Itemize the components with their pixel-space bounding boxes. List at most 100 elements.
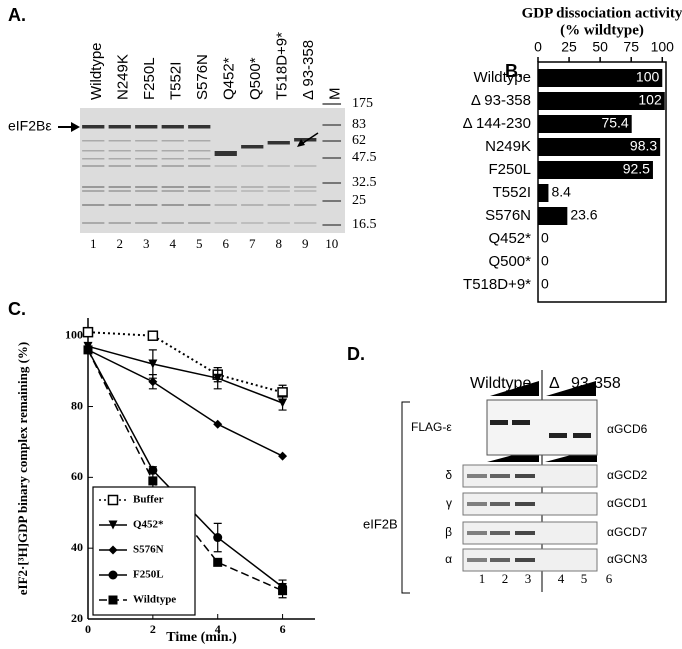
lane-number: 3 bbox=[143, 236, 150, 251]
band bbox=[294, 165, 317, 167]
band bbox=[267, 186, 290, 188]
band bbox=[161, 204, 184, 206]
band bbox=[214, 190, 237, 192]
legend-label: S576N bbox=[133, 544, 164, 556]
y-tick-label: 80 bbox=[71, 398, 83, 412]
marker-size: 25 bbox=[352, 193, 366, 208]
arrow-head bbox=[297, 139, 305, 147]
x-tick-label: 2 bbox=[150, 622, 156, 636]
lane-label: Δ 93-358 bbox=[300, 40, 317, 100]
lane-label: Wildtype bbox=[88, 42, 105, 100]
band bbox=[161, 186, 184, 188]
legend-label: Q452* bbox=[133, 519, 164, 531]
band bbox=[82, 140, 105, 142]
marker bbox=[108, 520, 118, 530]
subunit-label: β bbox=[445, 525, 452, 539]
band bbox=[322, 157, 342, 159]
bar bbox=[538, 138, 661, 156]
band bbox=[490, 502, 510, 506]
group-label: Wildtype bbox=[470, 375, 531, 392]
lane-number: 6 bbox=[606, 571, 613, 586]
lane-label: Q500* bbox=[247, 57, 264, 100]
x-tick-label: 0 bbox=[85, 622, 91, 636]
value-label: 100 bbox=[636, 69, 660, 85]
band bbox=[322, 224, 342, 226]
band bbox=[515, 502, 535, 506]
band bbox=[214, 151, 237, 156]
band bbox=[82, 222, 105, 224]
chart-subtitle: (% wildtype) bbox=[560, 22, 644, 38]
bar bbox=[538, 207, 568, 225]
marker bbox=[213, 419, 223, 429]
antibody-label: αGCD1 bbox=[607, 496, 648, 510]
subunit-label: δ bbox=[445, 468, 452, 482]
band bbox=[214, 165, 237, 167]
marker bbox=[83, 345, 93, 355]
panel-label: C. bbox=[8, 299, 26, 319]
panel-label: B. bbox=[505, 61, 523, 81]
y-tick-label: 40 bbox=[71, 540, 83, 554]
bar bbox=[538, 92, 665, 110]
band bbox=[108, 140, 131, 142]
band bbox=[108, 222, 131, 224]
band bbox=[515, 558, 535, 562]
category-label: S576N bbox=[485, 207, 531, 224]
lane-number: 4 bbox=[558, 571, 565, 586]
marker-size: 175 bbox=[352, 96, 373, 111]
band bbox=[549, 433, 567, 438]
category-label: T518D+9* bbox=[463, 276, 531, 293]
marker bbox=[108, 570, 118, 580]
band bbox=[161, 150, 184, 152]
band bbox=[108, 158, 131, 160]
band bbox=[108, 186, 131, 188]
marker-size: 83 bbox=[352, 117, 366, 132]
category-label: T552I bbox=[493, 184, 531, 201]
legend-label: Wildtype bbox=[133, 594, 176, 606]
bar bbox=[538, 161, 653, 179]
value-label: 0 bbox=[541, 253, 549, 269]
band bbox=[241, 204, 264, 206]
category-label: Q500* bbox=[488, 253, 531, 270]
band-label: eIF2Bε bbox=[8, 118, 52, 134]
lane-number: 5 bbox=[196, 236, 203, 251]
complex-label: eIF2B bbox=[363, 516, 398, 531]
x-tick-label: 25 bbox=[561, 39, 577, 55]
lane-number: 6 bbox=[223, 236, 230, 251]
bar bbox=[538, 115, 632, 133]
series-line bbox=[87, 331, 283, 394]
marker bbox=[108, 595, 118, 605]
band bbox=[241, 165, 264, 167]
lane-number: 5 bbox=[581, 571, 588, 586]
band bbox=[322, 103, 342, 105]
legend-label: Buffer bbox=[133, 494, 164, 506]
band bbox=[188, 190, 211, 192]
x-tick-label: 75 bbox=[623, 39, 639, 55]
lane-label: T552I bbox=[168, 62, 185, 100]
band bbox=[490, 420, 508, 425]
band bbox=[322, 182, 342, 184]
band bbox=[82, 158, 105, 160]
panel-label: D. bbox=[347, 344, 365, 364]
marker bbox=[148, 476, 158, 486]
band bbox=[161, 222, 184, 224]
marker bbox=[108, 545, 118, 555]
band bbox=[322, 200, 342, 202]
series-line bbox=[87, 349, 283, 457]
band bbox=[188, 125, 211, 129]
band bbox=[108, 204, 131, 206]
category-label: N249K bbox=[485, 138, 531, 155]
category-label: Δ 93-358 bbox=[471, 92, 531, 109]
lane-label: S576N bbox=[194, 54, 211, 100]
band bbox=[241, 145, 264, 149]
band bbox=[267, 141, 290, 145]
band bbox=[214, 186, 237, 188]
wedge bbox=[490, 381, 539, 396]
band bbox=[267, 222, 290, 224]
marker bbox=[213, 533, 223, 543]
marker bbox=[213, 373, 223, 383]
antibody-label: αGCD7 bbox=[607, 525, 648, 539]
marker bbox=[278, 398, 288, 408]
lane-number: 2 bbox=[502, 571, 509, 586]
band bbox=[467, 558, 487, 562]
